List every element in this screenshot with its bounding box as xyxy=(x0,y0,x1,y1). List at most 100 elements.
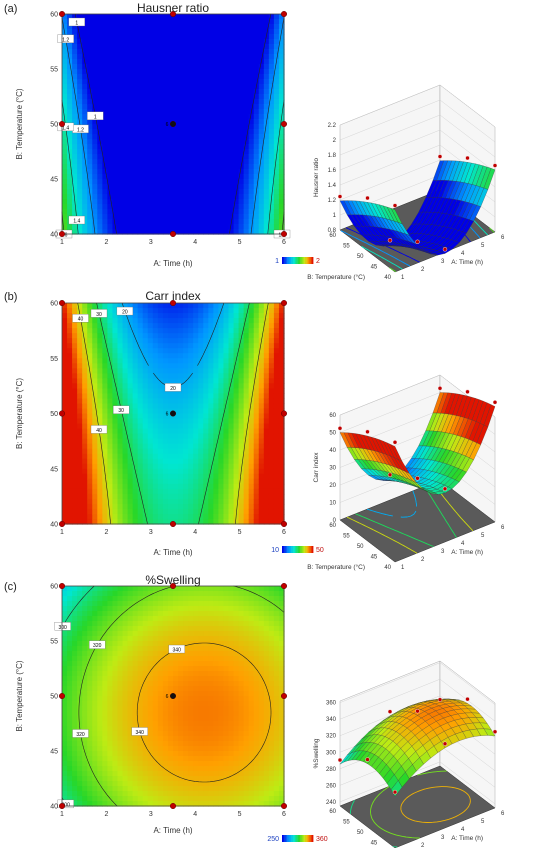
heatmap-cell xyxy=(213,388,220,395)
heatmap-cell xyxy=(273,44,280,50)
heatmap-cell xyxy=(253,318,260,324)
heatmap-cell xyxy=(233,99,240,105)
heatmap-cell xyxy=(62,224,68,230)
heatmap-cell xyxy=(87,786,93,792)
heatmap-cell xyxy=(72,14,78,20)
heatmap-cell xyxy=(82,596,88,602)
heatmap-cell xyxy=(228,368,235,374)
heatmap-cell xyxy=(183,508,189,515)
heatmap-cell xyxy=(178,19,184,25)
heatmap-cell xyxy=(173,169,179,175)
heatmap-cell xyxy=(243,189,250,195)
heatmap-cell xyxy=(67,716,73,722)
heatmap-cell xyxy=(102,766,109,772)
heatmap-cell xyxy=(193,418,199,425)
heatmap-cell xyxy=(122,393,129,400)
heatmap-cell xyxy=(233,348,240,354)
heatmap-cell xyxy=(178,134,184,140)
heatmap-cell xyxy=(72,661,78,667)
heatmap-cell xyxy=(238,413,245,420)
heatmap-cell xyxy=(243,229,250,235)
heatmap-cell xyxy=(62,458,68,465)
heatmap-cell xyxy=(112,313,119,319)
heatmap-cell xyxy=(87,373,93,379)
heatmap-cell xyxy=(258,478,265,485)
heatmap-cell xyxy=(188,154,194,160)
heatmap-cell xyxy=(112,696,119,702)
heatmap-cell xyxy=(167,518,174,525)
heatmap-cell xyxy=(162,423,169,430)
heatmap-cell xyxy=(72,796,78,802)
heatmap-cell xyxy=(147,448,154,455)
heatmap-cell xyxy=(102,681,109,687)
heatmap-cell xyxy=(112,498,119,505)
heatmap-cell xyxy=(273,408,280,415)
heatmap-cell xyxy=(142,398,149,405)
heatmap-cell xyxy=(208,313,214,319)
heatmap-cell xyxy=(178,69,184,75)
heatmap-cell xyxy=(223,34,230,40)
heatmap-cell xyxy=(77,756,83,762)
heatmap-cell xyxy=(188,194,194,200)
heatmap-cell xyxy=(122,313,129,319)
heatmap-cell xyxy=(147,368,154,374)
heatmap-cell xyxy=(112,54,119,60)
heatmap-cell xyxy=(203,14,209,20)
colorbar-swatch xyxy=(311,257,314,264)
heatmap-cell xyxy=(233,393,240,400)
heatmap-cell xyxy=(188,184,194,190)
heatmap-cell xyxy=(253,433,260,440)
heatmap-cell xyxy=(107,433,114,440)
heatmap-cell xyxy=(248,154,255,160)
heatmap-cell xyxy=(67,209,73,215)
heatmap-cell xyxy=(273,513,280,520)
heatmap-cell xyxy=(213,34,220,40)
heatmap-cell xyxy=(248,333,255,339)
heatmap-cell xyxy=(223,348,230,354)
heatmap-cell xyxy=(77,99,83,105)
heatmap-cell xyxy=(178,338,184,344)
heatmap-cell xyxy=(112,508,119,515)
heatmap-cell xyxy=(157,49,164,55)
heatmap-cell xyxy=(238,403,245,410)
heatmap-cell xyxy=(127,448,134,455)
heatmap-cell xyxy=(233,438,240,445)
heatmap-cell xyxy=(188,69,194,75)
heatmap-cell xyxy=(178,14,184,20)
heatmap-cell xyxy=(102,174,109,180)
heatmap-cell xyxy=(223,89,230,95)
heatmap-cell xyxy=(72,771,78,777)
heatmap-cell xyxy=(167,308,174,314)
heatmap-cell xyxy=(72,686,78,692)
heatmap-cell xyxy=(228,184,235,190)
heatmap-cell xyxy=(82,601,88,607)
heatmap-cell xyxy=(178,159,184,165)
heatmap-cell xyxy=(243,204,250,210)
heatmap-cell xyxy=(162,413,169,420)
heatmap-cell xyxy=(173,69,179,75)
heatmap-cell xyxy=(97,174,103,180)
heatmap-cell xyxy=(132,478,139,485)
heatmap-cell xyxy=(233,503,240,510)
heatmap-cell xyxy=(112,358,119,364)
heatmap-cell xyxy=(198,448,204,455)
heatmap-cell xyxy=(72,363,78,369)
heatmap-cell xyxy=(77,383,83,389)
heatmap-cell xyxy=(238,308,245,314)
heatmap-cell xyxy=(173,84,179,90)
heatmap-cell xyxy=(233,74,240,80)
heatmap-cell xyxy=(122,229,129,235)
heatmap-cell xyxy=(122,24,129,30)
heatmap-cell xyxy=(152,493,159,500)
heatmap-cell xyxy=(87,199,93,205)
heatmap-cell xyxy=(107,34,114,40)
heatmap-cell xyxy=(243,84,250,90)
heatmap-cell xyxy=(82,308,88,314)
heatmap-cell xyxy=(173,229,179,235)
heatmap-cell xyxy=(258,358,265,364)
heatmap-cell xyxy=(263,478,270,485)
heatmap-cell xyxy=(97,796,103,802)
heatmap-cell xyxy=(117,591,124,597)
heatmap-cell xyxy=(152,149,159,155)
heatmap-cell xyxy=(178,154,184,160)
